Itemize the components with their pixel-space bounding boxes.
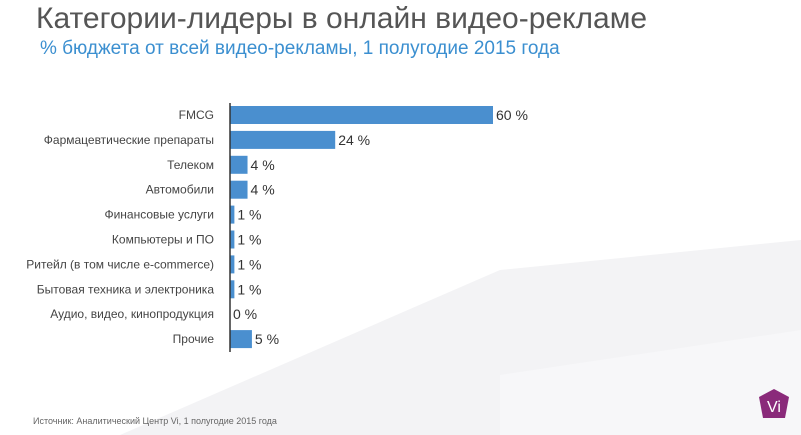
category-label: Аудио, видео, кинопродукция: [50, 307, 214, 321]
value-label: 4 %: [251, 157, 275, 173]
svg-text:Vi: Vi: [767, 399, 781, 416]
value-label: 60 %: [496, 107, 528, 123]
category-label: FMCG: [179, 108, 214, 122]
bar: [230, 155, 248, 174]
value-label: 5 %: [255, 331, 279, 347]
category-label: Ритейл (в том числе e-commerce): [26, 257, 214, 271]
bar: [230, 280, 235, 299]
bar: [230, 106, 493, 124]
page-title: Категории-лидеры в онлайн видео-рекламе: [36, 2, 648, 35]
category-label: Компьютеры и ПО: [112, 233, 214, 247]
category-label: Автомобили: [146, 183, 214, 197]
page-subtitle: % бюджета от всей видео-рекламы, 1 полуг…: [40, 38, 560, 59]
category-label: Фармацевтические препараты: [44, 133, 214, 147]
value-label: 1 %: [237, 207, 261, 223]
bar: [230, 205, 235, 224]
value-label: 1 %: [237, 256, 261, 272]
category-label: Телеком: [167, 158, 214, 172]
category-label: Прочие: [173, 332, 215, 346]
bar: [230, 330, 252, 349]
value-label: 1 %: [237, 281, 261, 297]
category-label: Бытовая техника и электроника: [37, 282, 215, 296]
vi-logo: Vi: [759, 389, 789, 418]
bar: [230, 230, 235, 249]
bar: [230, 180, 248, 199]
bar: [230, 255, 235, 274]
bar: [230, 130, 336, 149]
value-label: 4 %: [251, 182, 275, 198]
value-label: 24 %: [338, 132, 370, 148]
value-label: 1 %: [237, 232, 261, 248]
source-note: Источник: Аналитический Центр Vi, 1 полу…: [33, 416, 277, 426]
value-label: 0 %: [233, 306, 257, 322]
category-label: Финансовые услуги: [104, 208, 214, 222]
